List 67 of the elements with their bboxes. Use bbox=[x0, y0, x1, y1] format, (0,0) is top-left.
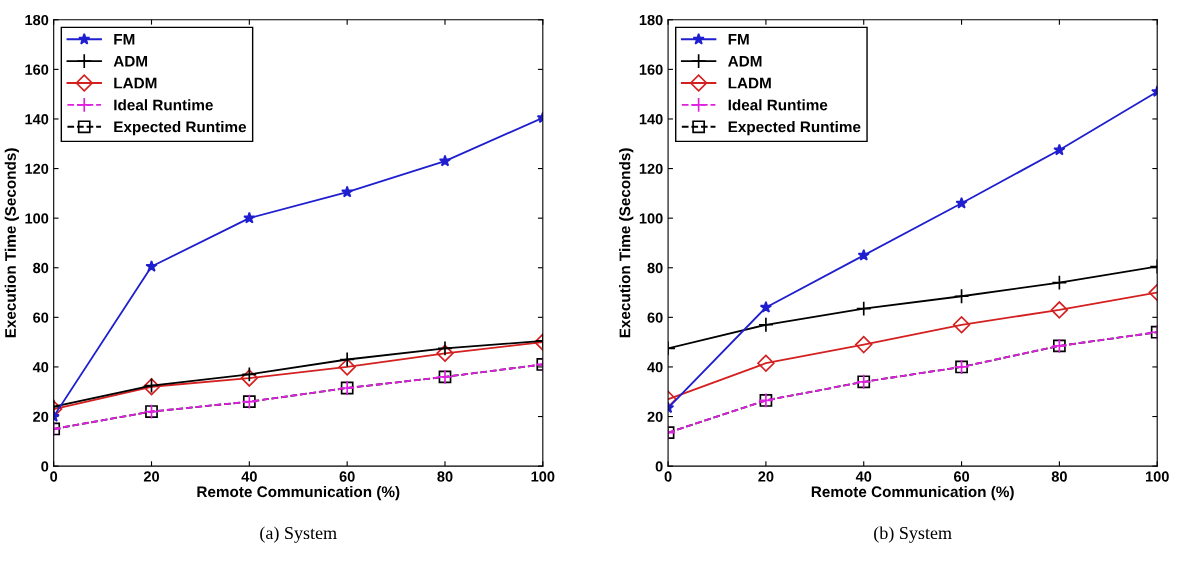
y-tick-label: 40 bbox=[32, 362, 49, 373]
x-tick-label: 20 bbox=[758, 471, 774, 482]
y-tick-label: 120 bbox=[25, 163, 49, 174]
point bbox=[1053, 143, 1066, 156]
y-tick-label: 180 bbox=[639, 14, 663, 26]
point bbox=[955, 196, 968, 209]
y-tick-label: 180 bbox=[25, 14, 49, 26]
x-tick-label: 80 bbox=[437, 471, 453, 482]
point bbox=[857, 248, 870, 261]
point bbox=[758, 317, 774, 333]
point bbox=[1051, 274, 1068, 291]
legend-label: Ideal Runtime bbox=[114, 99, 213, 111]
point bbox=[339, 351, 355, 368]
y-tick-label: 160 bbox=[25, 64, 49, 75]
point bbox=[953, 288, 970, 305]
x-tick-label: 20 bbox=[143, 471, 160, 482]
x-tick-label: 100 bbox=[1145, 471, 1169, 482]
legend-label: ADM bbox=[113, 55, 148, 67]
legend-label: Expected Runtime bbox=[114, 121, 247, 136]
text: (b) System bbox=[874, 526, 952, 543]
y-tick-label: 140 bbox=[639, 114, 663, 125]
legend-label: LADM bbox=[114, 77, 157, 89]
point bbox=[952, 316, 971, 334]
y-tick-label: 160 bbox=[639, 64, 663, 75]
y-tick-label: 60 bbox=[33, 312, 49, 323]
x-tick-label: 0 bbox=[50, 471, 58, 482]
point bbox=[759, 301, 773, 313]
point bbox=[241, 366, 258, 383]
y-tick-label: 20 bbox=[647, 411, 663, 422]
x-tick-label: 60 bbox=[953, 471, 970, 482]
point bbox=[1050, 301, 1069, 319]
x-axis-title: Remote Communication (%) bbox=[811, 485, 1014, 501]
legend-label: Ideal Runtime bbox=[728, 99, 828, 111]
x-axis-title: Remote Communication (%) bbox=[197, 485, 400, 501]
y-tick-label: 100 bbox=[25, 213, 49, 224]
legend-label: FM bbox=[114, 34, 135, 45]
point bbox=[855, 300, 872, 317]
y-tick-label: 140 bbox=[25, 114, 49, 125]
point bbox=[341, 185, 354, 198]
x-tick-label: 0 bbox=[664, 471, 672, 482]
y-tick-label: 0 bbox=[41, 461, 49, 472]
x-tick-label: 40 bbox=[241, 471, 257, 482]
x-tick-label: 80 bbox=[1051, 471, 1067, 482]
y-tick-label: 100 bbox=[639, 213, 663, 224]
y-axis-title: Execution Time (Seconds) bbox=[4, 148, 19, 338]
y-tick-label: 20 bbox=[33, 411, 49, 422]
legend-label: Expected Runtime bbox=[728, 121, 861, 136]
legend-label: FM bbox=[728, 34, 749, 45]
x-tick-label: 100 bbox=[531, 471, 555, 482]
y-tick-label: 0 bbox=[655, 461, 663, 472]
y-tick-label: 80 bbox=[647, 262, 663, 274]
x-tick-label: 40 bbox=[855, 471, 872, 482]
x-tick-label: 60 bbox=[339, 471, 355, 482]
point bbox=[855, 335, 873, 354]
legend-label: LADM bbox=[728, 77, 771, 89]
y-tick-label: 80 bbox=[33, 262, 49, 274]
point bbox=[757, 354, 775, 372]
y-tick-label: 40 bbox=[647, 362, 663, 373]
legend-label: ADM bbox=[728, 55, 762, 67]
y-tick-label: 120 bbox=[639, 163, 663, 174]
text: (a) System bbox=[260, 526, 337, 543]
point bbox=[243, 211, 256, 224]
y-tick-label: 60 bbox=[647, 312, 663, 323]
y-axis-title: Execution Time (Seconds) bbox=[619, 148, 634, 338]
point bbox=[240, 369, 259, 387]
point bbox=[145, 260, 158, 272]
point bbox=[338, 358, 356, 376]
